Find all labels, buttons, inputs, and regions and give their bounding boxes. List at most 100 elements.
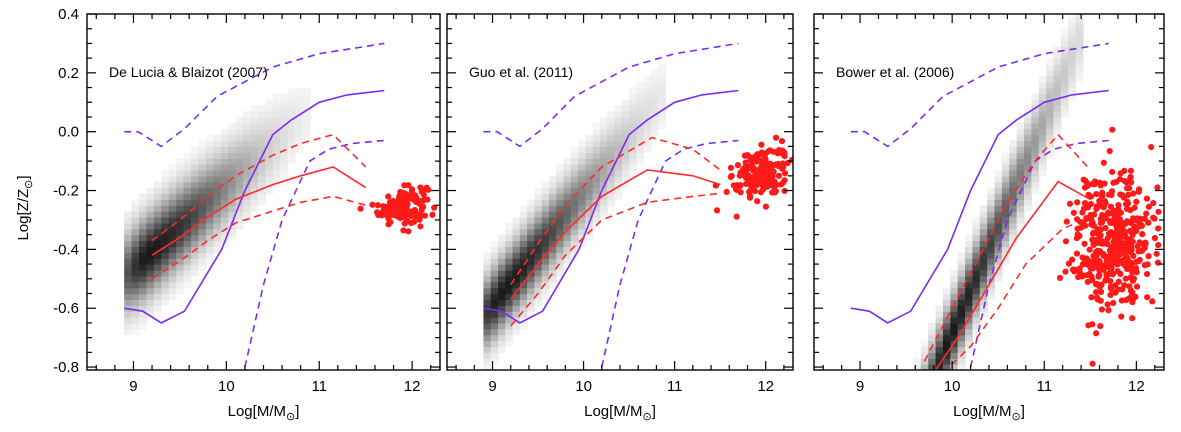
density-cell (570, 228, 579, 236)
density-cell (1046, 99, 1055, 106)
density-cell (519, 228, 528, 236)
density-cell (585, 134, 594, 142)
panel-2: 9 10 11 12 Guo et al. (2011) Log[M/M⊙] (446, 13, 794, 423)
density-cell (183, 175, 192, 183)
density-cell (913, 364, 922, 370)
density-cell (1016, 140, 1025, 147)
density-cell (607, 152, 616, 159)
density-cell (280, 105, 289, 112)
density-cell (935, 346, 944, 353)
data-point (1081, 240, 1088, 247)
density-cell (153, 264, 162, 271)
density-cell (1001, 158, 1010, 165)
density-cell (548, 269, 557, 277)
density-cell (131, 311, 140, 318)
density-cell (497, 293, 506, 300)
density-cell (541, 217, 550, 224)
density-cell (198, 205, 207, 212)
density-cell (548, 264, 557, 271)
density-cell (153, 217, 162, 224)
data-point (429, 211, 436, 218)
density-cell (942, 358, 951, 365)
density-cell (979, 211, 988, 218)
density-cell (257, 146, 266, 153)
data-point (1092, 249, 1099, 256)
density-cell (191, 269, 200, 277)
density-cell (614, 193, 623, 200)
density-cell (629, 105, 637, 112)
density-cell (265, 175, 274, 183)
data-point (1099, 262, 1106, 269)
density-cell (592, 217, 601, 224)
density-cell (1053, 93, 1062, 100)
x-tick-label: 10 (944, 378, 961, 395)
density-cell (265, 105, 274, 112)
density-cell (534, 281, 543, 289)
data-point (1098, 219, 1106, 226)
plot-area (483, 42, 793, 370)
data-point (1153, 250, 1160, 257)
density-cell (556, 187, 565, 195)
density-cell (176, 287, 185, 295)
data-point (401, 182, 408, 189)
density-cell (131, 234, 140, 242)
density-cell (176, 181, 185, 189)
density-cell (146, 269, 155, 277)
density-cell (235, 205, 244, 212)
density-cell (950, 281, 959, 289)
density-cell (213, 140, 222, 147)
density-cell (490, 258, 499, 265)
density-cell (972, 217, 981, 224)
density-cell (198, 158, 207, 165)
density-cell (527, 305, 536, 312)
density-cell (257, 140, 266, 147)
data-point (1092, 288, 1100, 296)
density-cell (287, 99, 296, 106)
data-point (1108, 251, 1115, 258)
density-cell (243, 199, 252, 206)
density-cell (519, 205, 528, 212)
density-cell (570, 169, 579, 177)
density-cell (1031, 93, 1040, 100)
y-axis-sun-symbol: ⊙ (23, 180, 35, 189)
density-cell (979, 234, 988, 242)
density-cell (168, 258, 177, 265)
density-cell (1001, 258, 1010, 265)
density-cell (1016, 222, 1025, 230)
data-point (1096, 179, 1104, 186)
density-cell (965, 293, 974, 300)
density-cell (483, 352, 492, 359)
density-cell (139, 234, 148, 242)
data-point (1121, 167, 1128, 174)
data-point (1095, 273, 1102, 280)
density-cell (578, 211, 586, 218)
density-cell (1068, 93, 1077, 100)
density-cell (1016, 128, 1025, 136)
data-point (1108, 191, 1115, 199)
density-cell (599, 116, 608, 124)
density-cell (957, 252, 966, 259)
density-cell (497, 246, 506, 253)
density-cell (183, 269, 192, 277)
density-cell (243, 128, 252, 136)
density-cell (592, 175, 601, 183)
density-cell (519, 299, 528, 306)
density-cell (198, 181, 207, 189)
density-cell (629, 111, 637, 118)
density-cell (1024, 105, 1032, 112)
density-cell (198, 258, 207, 265)
density-cell (556, 181, 565, 189)
density-cell (570, 222, 579, 230)
density-cell (280, 116, 289, 124)
density-cell (220, 146, 229, 153)
density-cell (124, 311, 133, 318)
density-cell (295, 116, 304, 124)
density-cell (168, 264, 177, 271)
density-cell (205, 187, 214, 195)
density-cell (191, 211, 200, 218)
density-cell (979, 311, 988, 318)
density-cell (599, 146, 608, 153)
density-cell (920, 352, 929, 359)
density-cell (168, 187, 177, 195)
density-cell (585, 169, 594, 177)
